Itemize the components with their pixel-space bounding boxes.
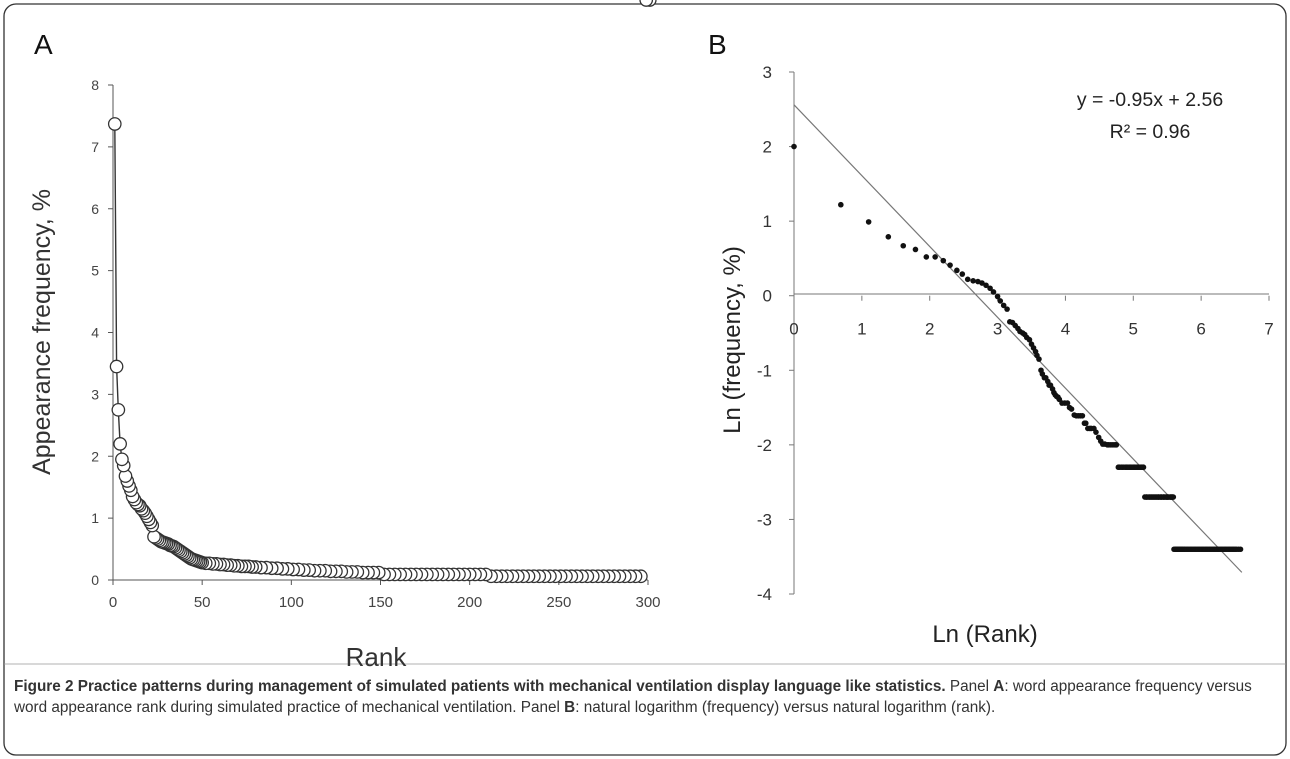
panel-b-data-point: [1113, 442, 1120, 448]
panel-a-y-tick-label: 8: [91, 77, 99, 93]
panel-b-x-tick-label: 5: [1129, 320, 1138, 339]
panel-a-y-tick-label: 6: [91, 201, 99, 217]
caption-title: Figure 2 Practice patterns during manage…: [14, 678, 946, 695]
panel-a-chart: A 0 1 2 3 4 5 6 7 8 0 50 100 150 200 250 300 Rank Appe…: [28, 0, 661, 672]
panel-b-x-tick-label: 7: [1264, 320, 1273, 339]
panel-b-series: [791, 143, 1244, 553]
panel-b-data-point: [990, 289, 997, 295]
panel-a-y-tick-label: 2: [91, 448, 99, 464]
figure-caption: Figure 2 Practice patterns during manage…: [14, 676, 1276, 718]
panel-a-y-label: Appearance frequency, %: [28, 189, 56, 475]
panel-a-x-tick-label: 250: [546, 594, 571, 611]
panel-a-y-tick-label: 0: [91, 572, 99, 588]
caption-panel-a-text: : word appearance frequency versus word …: [14, 678, 1252, 716]
panel-b-r-squared: R² = 0.96: [1110, 121, 1191, 143]
panel-b-y-tick-label: 2: [763, 138, 772, 157]
panel-b-x-tick-label: 6: [1196, 320, 1205, 339]
panel-b-data-point: [1079, 412, 1086, 419]
panel-a-y-tick-label: 1: [91, 510, 99, 526]
panel-b-data-point: [885, 234, 892, 240]
panel-b-data-point: [1068, 406, 1075, 412]
panel-b-data-point: [997, 298, 1004, 304]
caption-panel-b-text: : natural logarithm (frequency) versus n…: [575, 699, 996, 716]
panel-b-data-point: [1036, 356, 1042, 362]
panel-b-equation: y = -0.95x + 2.56: [1077, 89, 1223, 111]
panel-b-data-point: [1000, 302, 1007, 309]
panel-b-data-point: [964, 276, 971, 283]
panel-a-y-ticks: 0 1 2 3 4 5 6 7 8: [91, 77, 113, 588]
caption-panel-a-letter: A: [993, 678, 1005, 695]
panel-b-chart: B -4 -3 -2 -1 0 1 2 3 0 1 2 3 4 5 6 7 y = -0.95x + 2.5…: [708, 29, 1274, 648]
panel-b-data-point: [1093, 429, 1099, 435]
panel-a-x-tick-label: 50: [194, 594, 211, 611]
panel-b-data-point: [791, 143, 797, 150]
panel-b-data-point: [1082, 420, 1089, 427]
panel-a-x-ticks: 0 50 100 150 200 250 300: [109, 580, 661, 611]
panel-b-x-tick-label: 4: [1061, 320, 1070, 339]
panel-b-y-tick-label: 0: [763, 287, 772, 306]
panel-a-x-tick-label: 300: [635, 594, 660, 611]
panel-b-y-tick-label: 3: [763, 63, 772, 82]
panel-b-x-label: Ln (Rank): [932, 621, 1037, 648]
panel-b-data-point: [1064, 400, 1071, 406]
panel-b-x-tick-label: 3: [993, 320, 1002, 339]
panel-a-y-tick-label: 4: [91, 325, 99, 341]
panel-b-data-point: [940, 257, 947, 264]
panel-a-data-point: [639, 0, 654, 7]
panel-b-data-point: [1140, 464, 1147, 471]
panel-a-data-point: [147, 529, 161, 544]
panel-b-data-point: [865, 219, 872, 225]
panel-a-data-point: [113, 437, 127, 451]
caption-panel-a-intro: Panel: [945, 678, 994, 695]
panel-a-x-label: Rank: [346, 642, 408, 672]
panel-b-data-point: [954, 267, 960, 274]
panel-b-data-point: [1170, 494, 1177, 500]
panel-b-data-point: [959, 271, 966, 277]
panel-b-y-tick-label: -1: [757, 361, 772, 380]
panel-a-y-tick-label: 5: [91, 263, 99, 279]
panel-a-x-tick-label: 100: [279, 594, 304, 611]
panel-b-x-tick-label: 0: [789, 320, 798, 339]
panel-a-data-point: [109, 359, 124, 374]
panel-b-x-tick-label: 2: [925, 320, 934, 339]
panel-b-data-point: [994, 293, 1001, 300]
panel-b-data-point: [932, 254, 938, 260]
panel-a-x-tick-label: 0: [109, 594, 117, 611]
panel-a-y-tick-label: 3: [91, 386, 99, 402]
panel-b-data-point: [983, 282, 989, 289]
panel-a-x-tick-label: 150: [368, 594, 393, 611]
panel-b-y-tick-label: -2: [757, 436, 772, 455]
panel-b-y-tick-label: 1: [763, 212, 772, 231]
panel-b-x-ticks: 0 1 2 3 4 5 6 7: [789, 295, 1274, 339]
figure-border: [3, 3, 1287, 756]
panel-b-y-tick-label: -3: [757, 510, 772, 529]
panel-a-y-tick-label: 7: [91, 139, 99, 155]
panel-b-data-point: [970, 278, 976, 284]
panel-a-data-point: [107, 117, 122, 131]
panel-b-data-point: [1026, 336, 1033, 343]
panel-b-y-ticks: -4 -3 -2 -1 0 1 2 3: [757, 63, 794, 604]
caption-panel-b-letter: B: [564, 699, 576, 716]
panel-b-y-tick-label: -4: [757, 585, 772, 604]
panel-b-data-point: [1237, 546, 1244, 553]
panel-b-data-point: [947, 262, 953, 268]
panel-b-data-point: [912, 246, 919, 253]
panel-a-series: [107, 0, 657, 584]
panel-a-label: A: [34, 29, 53, 60]
panel-b-data-point: [838, 201, 844, 208]
panel-a-data-point: [115, 452, 129, 467]
panel-b-x-tick-label: 1: [857, 320, 866, 339]
panel-b-data-point: [987, 285, 993, 292]
panel-b-data-point: [1004, 306, 1010, 312]
panel-a-x-tick-label: 200: [457, 594, 482, 611]
panel-b-data-point: [923, 254, 930, 260]
panel-b-label: B: [708, 29, 727, 60]
panel-b-y-label: Ln (frequency, %): [719, 246, 746, 434]
panel-b-data-point: [900, 242, 907, 249]
panel-a-data-point: [111, 402, 126, 417]
